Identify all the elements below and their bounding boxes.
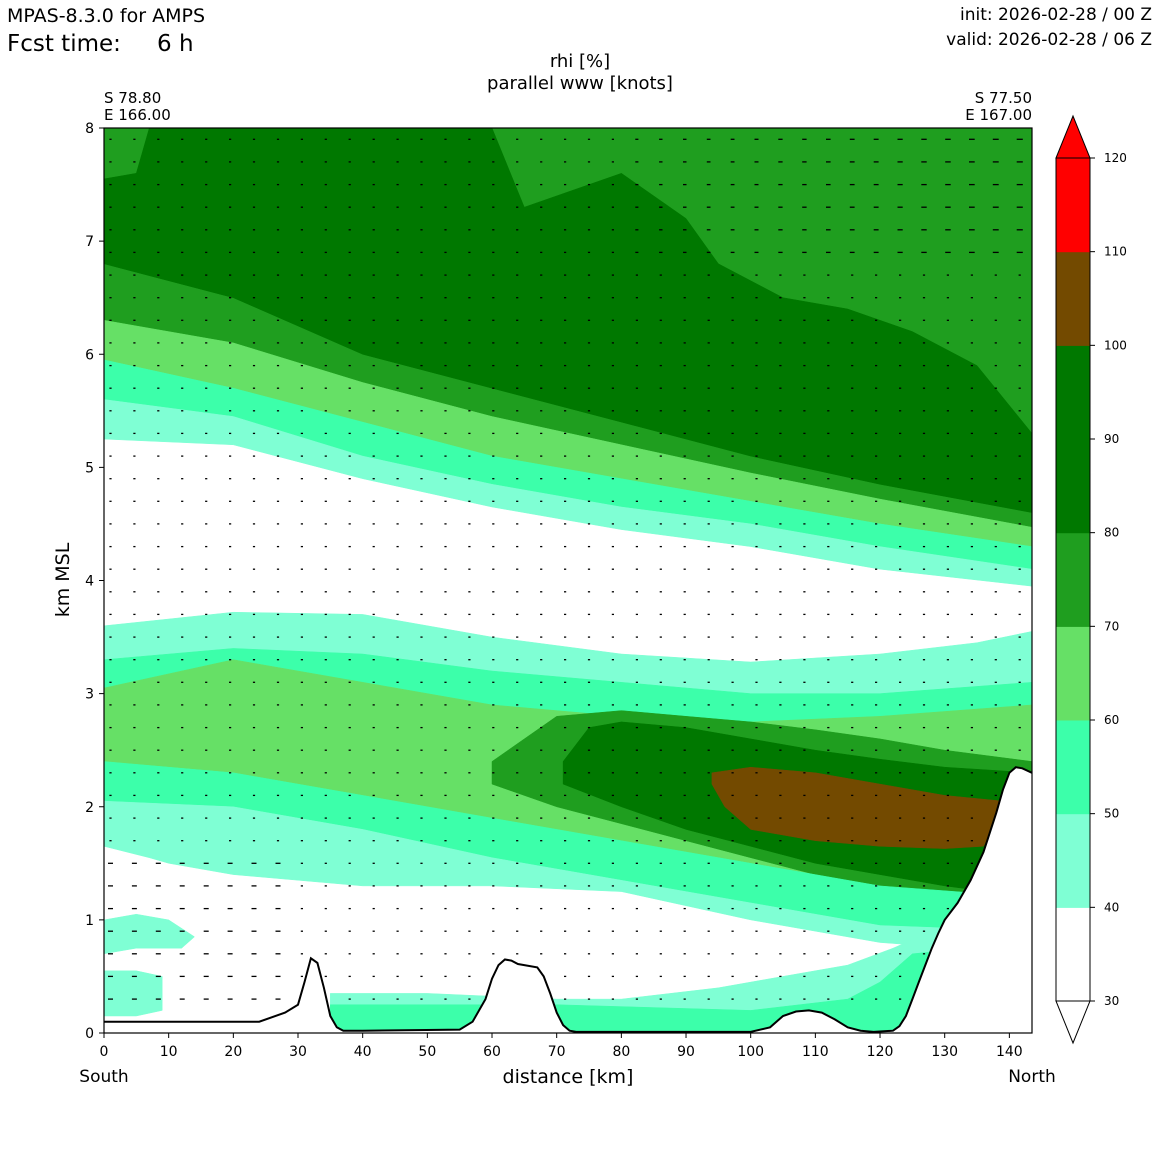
x-tick-label: 100 bbox=[737, 1044, 764, 1060]
left-endpoint-lon: E 166.00 bbox=[104, 106, 171, 124]
valid-time: valid: 2026-02-28 / 06 Z bbox=[946, 30, 1152, 50]
x-tick-label: 10 bbox=[160, 1044, 178, 1060]
colorbar-tick-label: 50 bbox=[1104, 807, 1119, 821]
x-tick-label: 60 bbox=[483, 1044, 501, 1060]
colorbar-segment-30 bbox=[1056, 907, 1090, 1002]
colorbar-extend-bottom bbox=[1055, 1000, 1091, 1045]
x-axis-label: distance [km] bbox=[503, 1066, 634, 1088]
y-tick-label: 2 bbox=[85, 800, 94, 816]
rh-band-100-10 bbox=[711, 766, 1004, 849]
left-endpoint-lat: S 78.80 bbox=[104, 89, 161, 107]
terrain bbox=[104, 766, 1032, 1033]
x-tick-label: 110 bbox=[802, 1044, 829, 1060]
plot-area bbox=[104, 128, 1032, 1033]
y-tick-label: 8 bbox=[85, 121, 94, 137]
colorbar-segment-90 bbox=[1056, 345, 1090, 440]
y-tick-label: 3 bbox=[85, 687, 94, 703]
colorbar-tick-label: 120 bbox=[1104, 151, 1127, 165]
terrain-line bbox=[104, 766, 1032, 1033]
x-tick-label: 70 bbox=[548, 1044, 566, 1060]
y-tick-label: 7 bbox=[85, 234, 94, 250]
x-tick-label: 30 bbox=[289, 1044, 307, 1060]
fcst-time-label: Fcst time: bbox=[7, 31, 121, 57]
right-endpoint-lat: S 77.50 bbox=[975, 89, 1032, 107]
right-endpoint-lon: E 167.00 bbox=[965, 106, 1032, 124]
colorbar-segment-110 bbox=[1056, 158, 1090, 253]
x-tick-label: 50 bbox=[418, 1044, 436, 1060]
colorbar-frame bbox=[1055, 157, 1091, 1002]
north-label: North bbox=[1008, 1067, 1056, 1087]
colorbar-tick-label: 40 bbox=[1104, 900, 1119, 914]
x-tick-label: 20 bbox=[224, 1044, 242, 1060]
init-time: init: 2026-02-28 / 00 Z bbox=[959, 5, 1152, 25]
colorbar-tick-label: 30 bbox=[1104, 994, 1119, 1008]
y-tick-label: 4 bbox=[85, 574, 94, 590]
colorbar-tick-label: 80 bbox=[1104, 526, 1119, 540]
colorbar-tick-label: 100 bbox=[1104, 338, 1127, 352]
y-axis: 0 1 2 3 4 5 6 7 8 bbox=[85, 121, 104, 1042]
y-tick-label: 5 bbox=[85, 460, 94, 476]
x-axis: 0 10 20 30 40 50 60 70 80 90 100 110 120 130 140 bbox=[100, 1033, 1023, 1060]
x-tick-label: 140 bbox=[996, 1044, 1023, 1060]
y-tick-label: 6 bbox=[85, 347, 94, 363]
colorbar-segment-70 bbox=[1056, 532, 1090, 627]
rh-band-50-12 bbox=[104, 800, 1032, 955]
x-tick-label: 120 bbox=[867, 1044, 894, 1060]
y-tick-label: 1 bbox=[85, 913, 94, 929]
colorbar-tick-label: 70 bbox=[1104, 619, 1119, 633]
rh-bands bbox=[104, 128, 1032, 1033]
y-tick-label: 0 bbox=[85, 1026, 94, 1042]
colorbar-segment-60 bbox=[1056, 626, 1090, 721]
rh-band-50-4 bbox=[104, 399, 1032, 587]
wind-vectors bbox=[108, 138, 1023, 1000]
x-tick-label: 80 bbox=[612, 1044, 630, 1060]
colorbar-tick-label: 90 bbox=[1104, 432, 1119, 446]
model-title: MPAS-8.3.0 for AMPS bbox=[7, 5, 206, 27]
x-tick-label: 40 bbox=[354, 1044, 372, 1060]
colorbar-tick-label: 110 bbox=[1104, 245, 1127, 259]
colorbar-tick-label: 60 bbox=[1104, 713, 1119, 727]
south-label: South bbox=[79, 1067, 128, 1087]
chart-title: rhi [%] bbox=[550, 51, 610, 72]
x-tick-label: 130 bbox=[931, 1044, 958, 1060]
rh-band-90-1 bbox=[104, 128, 1032, 513]
x-tick-label: 0 bbox=[100, 1044, 109, 1060]
fcst-time-value: 6 h bbox=[157, 31, 194, 57]
y-axis-label: km MSL bbox=[52, 542, 74, 617]
colorbar-segment-100 bbox=[1056, 251, 1090, 346]
x-tick-label: 90 bbox=[677, 1044, 695, 1060]
colorbar-segment-80 bbox=[1056, 439, 1090, 534]
colorbar: 30 40 50 60 70 80 90 100 110 120 bbox=[1055, 114, 1127, 1045]
colorbar-segment-50 bbox=[1056, 720, 1090, 815]
rh-band-50-15 bbox=[104, 913, 195, 955]
terrain-fill bbox=[104, 767, 1032, 1033]
colorbar-segment-40 bbox=[1056, 813, 1090, 908]
colorbar-extend-top bbox=[1055, 114, 1091, 159]
rh-band-50-16 bbox=[104, 970, 163, 1017]
chart-subtitle: parallel www [knots] bbox=[487, 73, 673, 94]
